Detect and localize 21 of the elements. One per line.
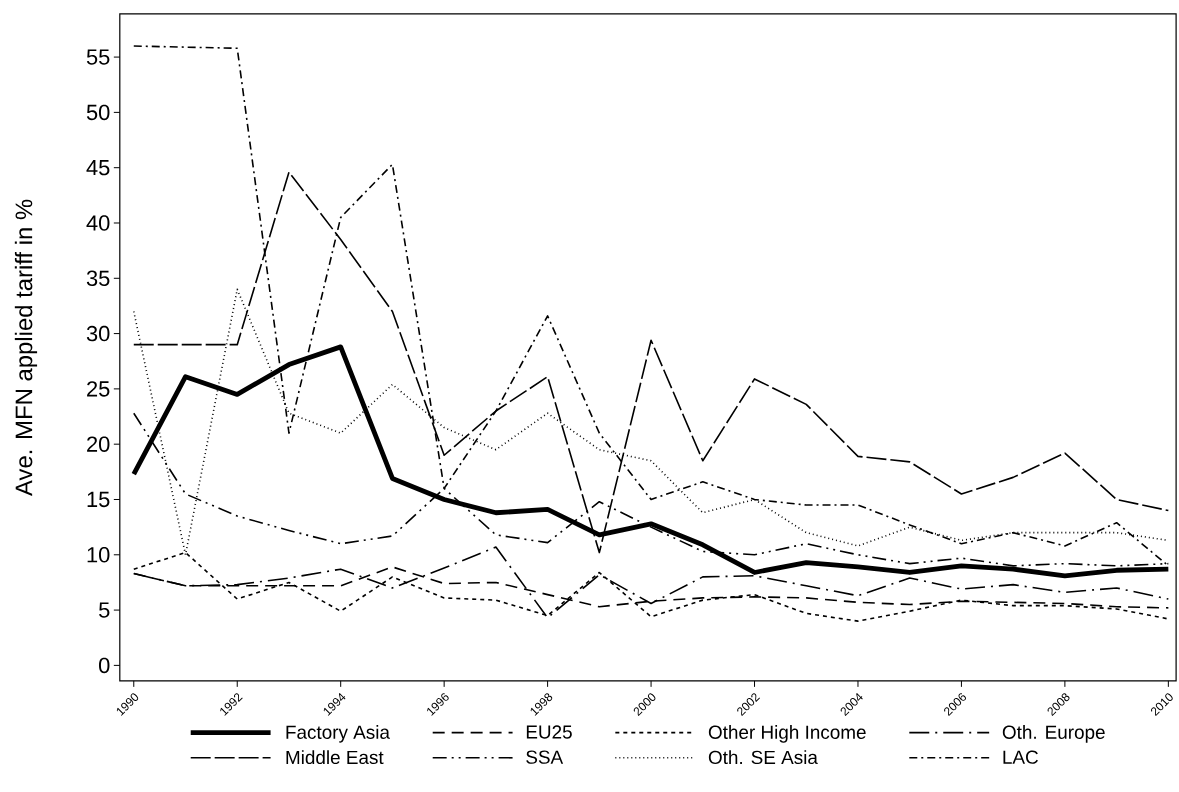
y-tick-label: 0 — [99, 657, 110, 674]
legend-label: Oth. SE Asia — [708, 750, 818, 765]
legend-label: Oth. Europe — [1002, 725, 1105, 743]
legend-label: LAC — [1003, 750, 1038, 764]
y-tick-label: 25 — [87, 381, 110, 397]
y-tick-label: 40 — [86, 215, 110, 231]
y-tick-label: 10 — [87, 547, 110, 563]
y-tick-label: 35 — [86, 270, 110, 287]
y-tick-label: 20 — [87, 436, 110, 453]
y-tick-label: 30 — [86, 325, 110, 342]
y-tick-label: 45 — [86, 160, 110, 176]
y-tick-label: 15 — [87, 492, 110, 508]
y-axis-title: Ave. MFN applied tariff in % — [14, 199, 38, 497]
legend-label: Middle East — [286, 750, 384, 765]
y-tick-label: 55 — [86, 49, 110, 65]
y-tick-label: 5 — [99, 602, 110, 618]
legend-label: SSA — [526, 750, 564, 764]
legend-label: Factory Asia — [286, 725, 390, 743]
legend-label: Other High Income — [708, 725, 866, 743]
legend-label: EU25 — [526, 725, 572, 739]
y-tick-label: 50 — [86, 104, 110, 121]
